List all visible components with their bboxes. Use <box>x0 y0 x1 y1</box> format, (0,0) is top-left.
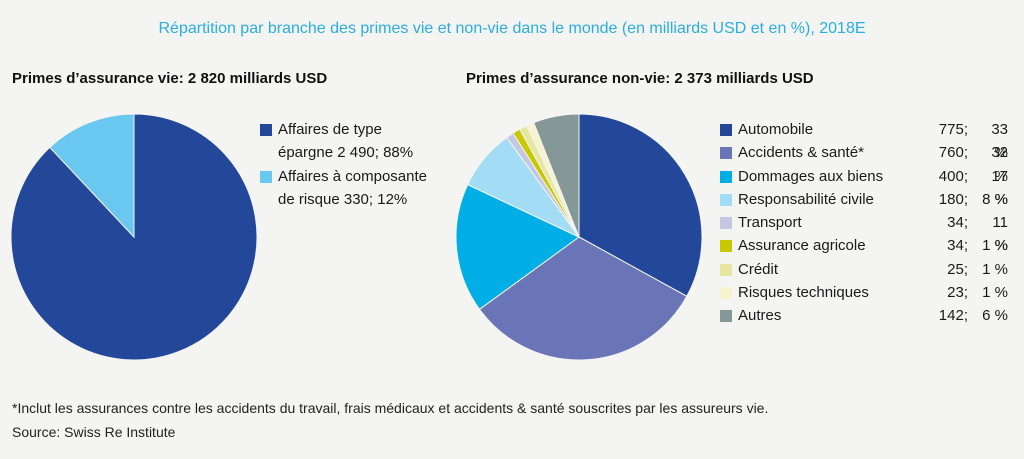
legend-label: Affaires de type épargne 2 490; 88% <box>278 121 414 162</box>
legend-amount: 775; <box>938 121 968 138</box>
life-pie-title: Primes d’assurance vie: 2 820 milliards … <box>12 70 328 87</box>
legend-amount: 23; <box>947 284 968 302</box>
legend-item-epargne: Affaires de type épargne 2 490; 88% <box>260 118 450 165</box>
legend-swatch <box>720 310 732 323</box>
source-note: Source: Swiss Re Institute <box>12 424 176 440</box>
pie-slice <box>478 236 688 361</box>
legend-item-autres: Autres 142; 6 % <box>720 304 1010 327</box>
life-legend: Affaires de type épargne 2 490; 88% Affa… <box>260 118 450 211</box>
legend-item-accidents-sante: Accidents & santé* 760; 32 % <box>720 141 1010 185</box>
legend-label: Autres <box>738 307 782 325</box>
nonlife-legend: Automobile 775; 33 % Accidents & santé* … <box>720 118 1010 328</box>
legend-percent: 1 % <box>982 237 1008 255</box>
legend-percent: 1 % <box>982 260 1008 278</box>
legend-percent: 17 % <box>991 167 1008 208</box>
legend-percent: 6 % <box>982 307 1008 325</box>
legend-item-techniques: Risques techniques 23; 1 % <box>720 281 1010 304</box>
legend-swatch <box>720 193 732 206</box>
legend-swatch <box>720 240 732 253</box>
legend-amount: 760; <box>938 144 968 162</box>
legend-swatch <box>720 124 732 136</box>
legend-item-responsabilite: Responsabilité civile 180; 8 % <box>720 188 1010 211</box>
legend-amount: 34; <box>947 214 968 232</box>
legend-swatch <box>720 147 732 160</box>
legend-percent: 32 % <box>991 144 1008 185</box>
legend-label: Assurance agricole <box>738 237 866 255</box>
legend-amount: 142; <box>938 307 968 325</box>
legend-amount: 34; <box>947 237 968 255</box>
legend-label: Dommages aux biens <box>738 167 884 185</box>
legend-item-transport: Transport 34; 11 % <box>720 211 1010 254</box>
legend-percent: 1 % <box>982 284 1008 302</box>
legend-label: Affaires à composante de risque 330; 12% <box>278 167 427 208</box>
nonlife-pie-title: Primes d’assurance non-vie: 2 373 millia… <box>466 70 814 87</box>
legend-swatch <box>720 263 732 276</box>
legend-swatch <box>260 170 272 183</box>
life-pie-chart <box>10 113 258 361</box>
legend-percent: 11 % <box>992 214 1008 255</box>
legend-label: Automobile <box>738 121 814 138</box>
legend-swatch <box>720 287 732 300</box>
legend-swatch <box>720 170 732 183</box>
legend-label: Responsabilité civile <box>738 190 874 208</box>
legend-label: Transport <box>738 214 802 232</box>
pie-slice <box>455 183 580 310</box>
pie-slice <box>578 113 703 297</box>
legend-amount: 25; <box>947 260 968 278</box>
chart-title: Répartition par branche des primes vie e… <box>158 20 866 37</box>
legend-amount: 180; <box>938 190 968 208</box>
legend-label: Risques techniques <box>738 284 869 302</box>
legend-percent: 33 % <box>991 121 1008 162</box>
legend-item-agricole: Assurance agricole 34; 1 % <box>720 234 1010 257</box>
legend-item-automobile: Automobile 775; 33 % <box>720 118 1010 161</box>
footnote: *Inclut les assurances contre les accide… <box>12 400 769 416</box>
legend-label: Accidents & santé* <box>738 144 864 162</box>
legend-item-risque: Affaires à composante de risque 330; 12% <box>260 165 450 212</box>
pie-slice <box>49 113 135 239</box>
legend-amount: 400; <box>938 167 968 185</box>
legend-swatch <box>260 124 272 136</box>
legend-label: Crédit <box>738 260 779 278</box>
legend-swatch <box>720 217 732 230</box>
legend-item-dommages: Dommages aux biens 400; 17 % <box>720 165 1010 208</box>
nonlife-pie-chart <box>455 113 703 361</box>
legend-percent: 8 % <box>982 190 1008 208</box>
legend-item-credit: Crédit 25; 1 % <box>720 258 1010 281</box>
pie-slice <box>533 113 580 238</box>
